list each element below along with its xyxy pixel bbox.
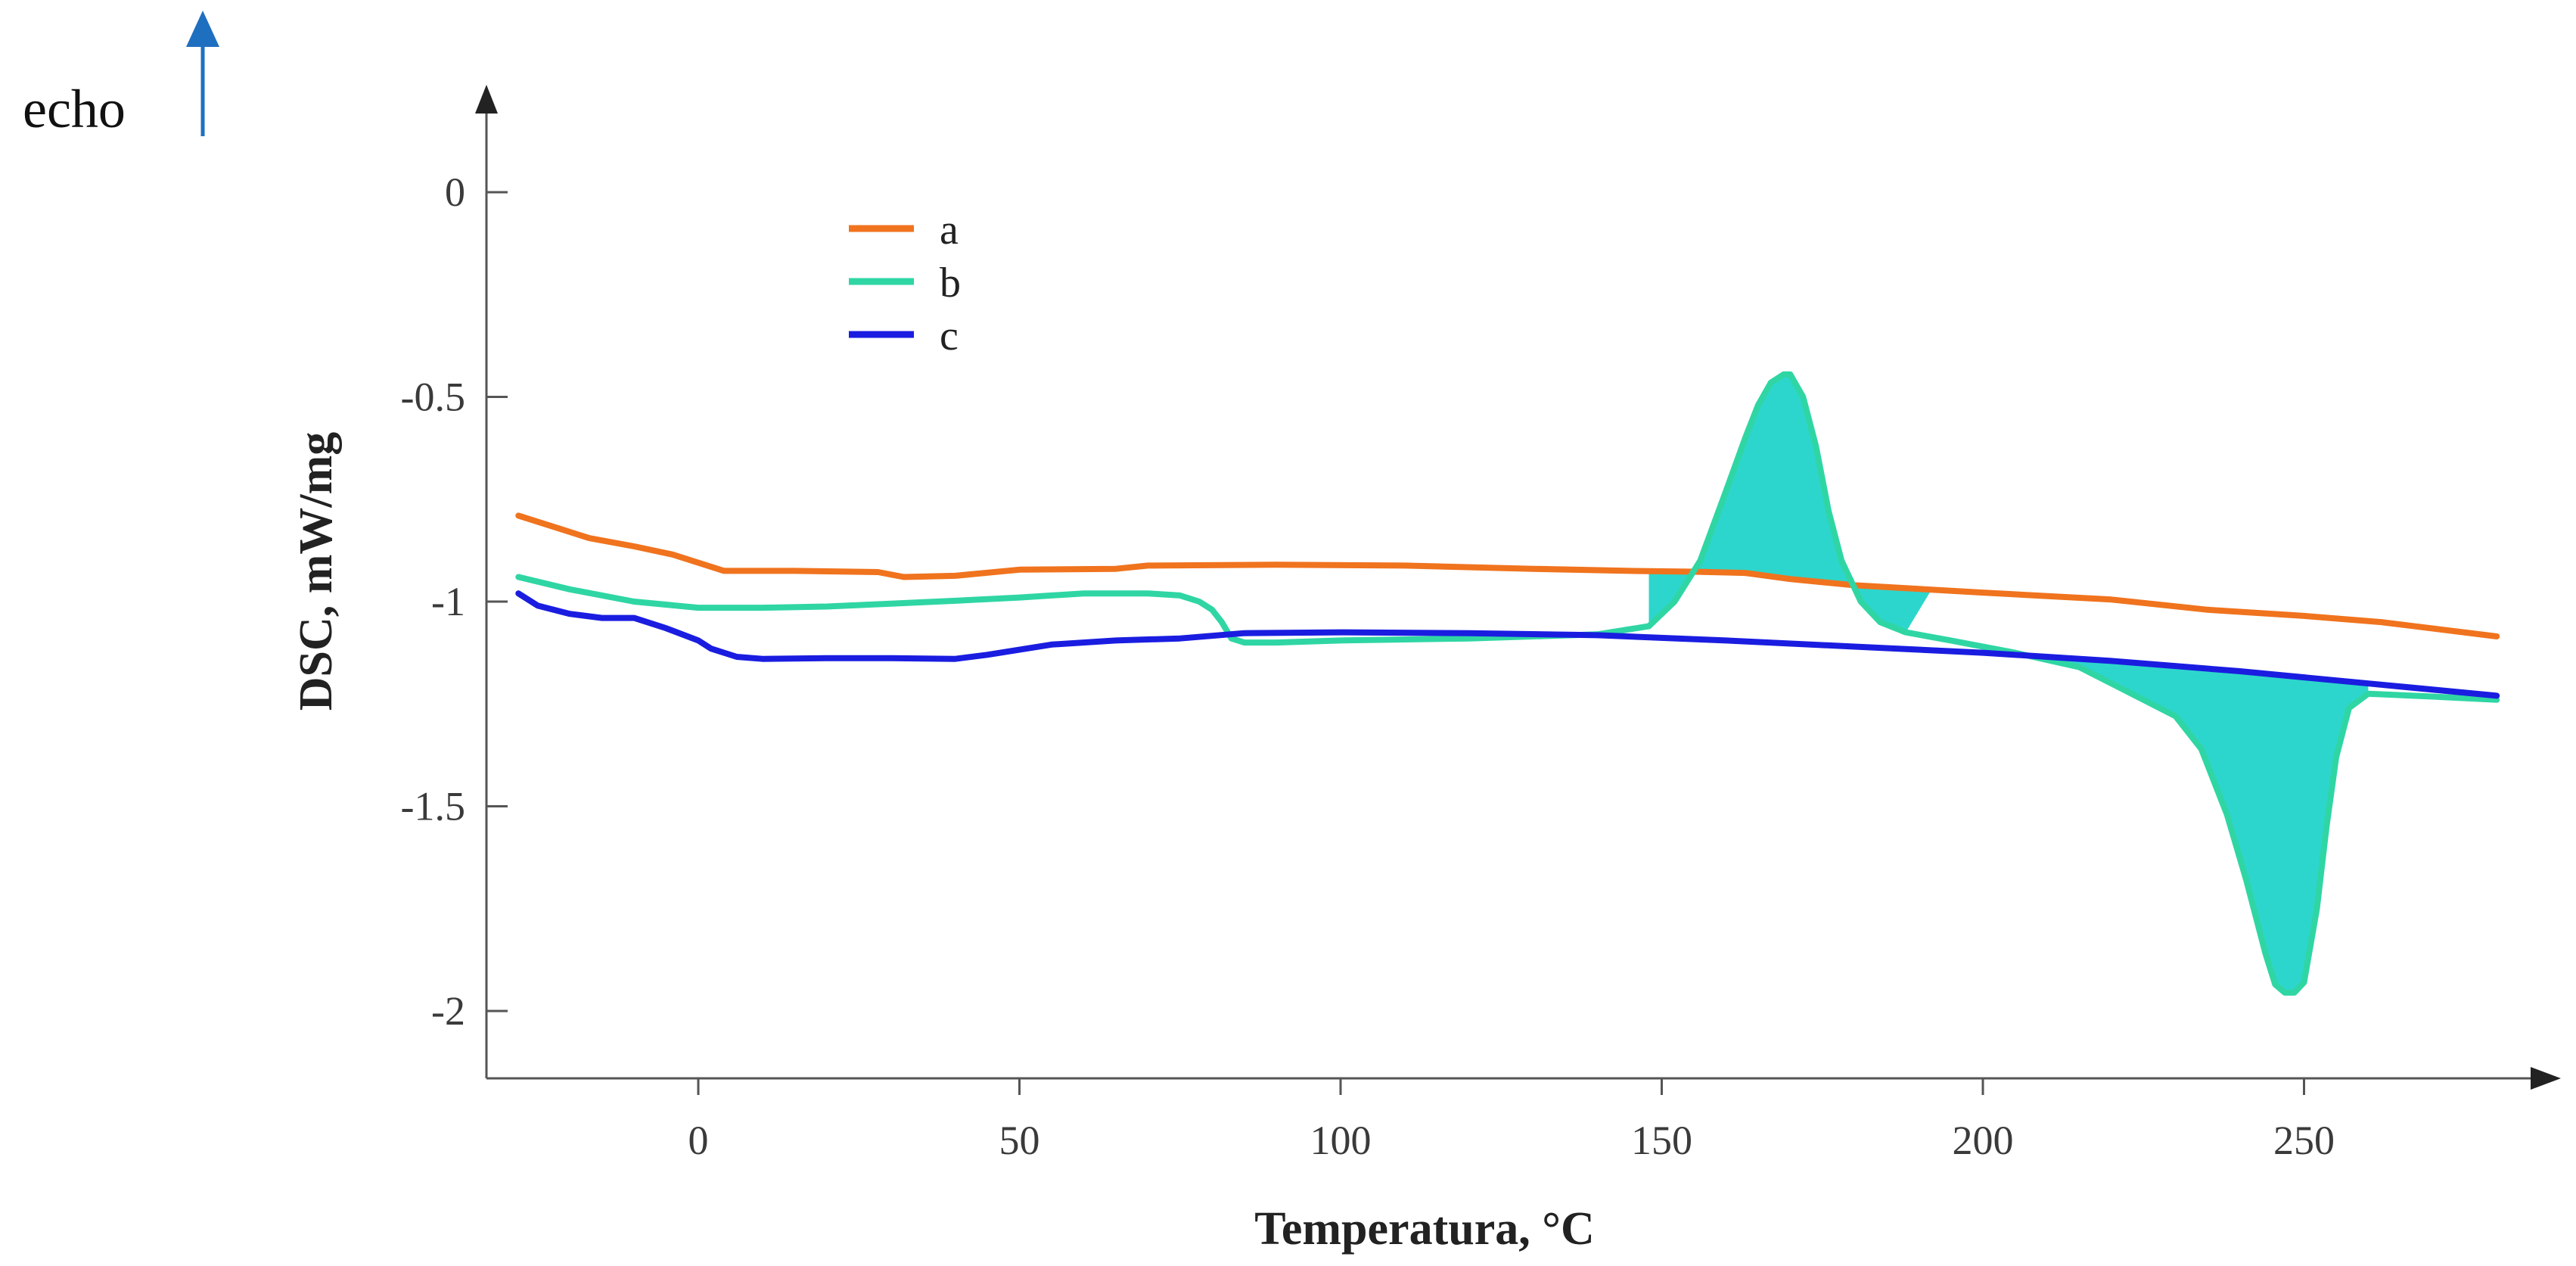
x-tick-label: 0 [688, 1118, 709, 1163]
legend-label: b [940, 260, 961, 306]
series-line-b [515, 371, 2500, 996]
y-axis-arrow-icon [475, 85, 498, 114]
echo-label: echo [23, 79, 126, 139]
x-tick-label: 50 [999, 1118, 1040, 1163]
series-a [515, 512, 2500, 639]
x-tick-label: 150 [1631, 1118, 1692, 1163]
legend-label: c [940, 313, 959, 359]
echo-arrow-icon [186, 11, 219, 47]
x-tick-label: 200 [1953, 1118, 2014, 1163]
y-tick-label: -1.5 [401, 784, 465, 829]
y-tick-label: 0 [445, 170, 465, 215]
x-axis-arrow-icon [2531, 1067, 2561, 1090]
y-tick-label: -1 [431, 579, 465, 624]
legend-label: a [940, 207, 959, 254]
y-axis-title: DSC, mW/mg [291, 432, 342, 711]
endothermic-peak-fill [1983, 652, 2369, 993]
x-axis-title: Temperatura, °C [1254, 1203, 1595, 1255]
x-tick-label: 100 [1310, 1118, 1372, 1163]
series-line-a [515, 512, 2500, 639]
x-tick-label: 250 [2273, 1118, 2335, 1163]
series-c [515, 590, 2500, 699]
series-b [515, 371, 2500, 996]
y-tick-label: -0.5 [401, 375, 465, 420]
exothermic-peak-fill [1648, 374, 1932, 633]
legend-item-b: b [849, 260, 961, 306]
series-line-c [515, 590, 2500, 699]
legend-item-a: a [849, 207, 959, 254]
legend-item-c: c [849, 313, 959, 359]
y-tick-label: -2 [431, 988, 465, 1034]
